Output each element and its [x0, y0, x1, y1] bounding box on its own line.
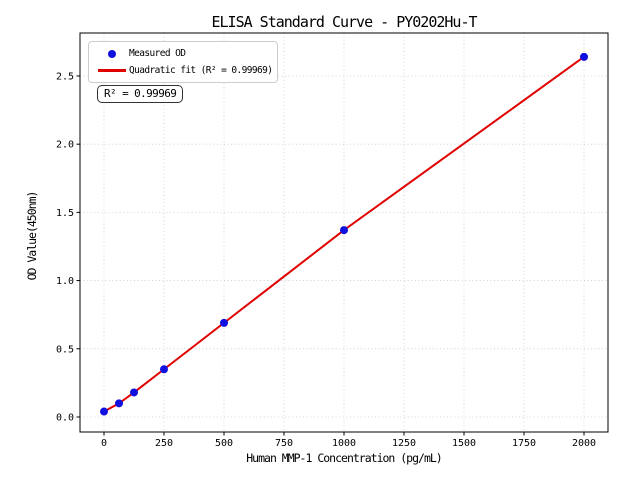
svg-text:0.5: 0.5	[56, 344, 74, 355]
fit-line-path	[103, 56, 585, 413]
svg-text:0: 0	[101, 438, 107, 449]
fit-line-icon	[98, 69, 126, 72]
data-point	[340, 226, 348, 235]
legend-label-measured-od: Measured OD	[129, 48, 186, 59]
legend-item-measured-od: Measured OD	[95, 45, 269, 62]
data-point	[115, 399, 123, 408]
tick-marks	[76, 75, 585, 436]
legend-label-quadratic-fit: Quadratic fit (R² = 0.99969)	[129, 65, 273, 76]
data-point	[160, 365, 168, 374]
y-axis-label: OD Value(450nm)	[25, 191, 39, 281]
legend-item-quadratic-fit: Quadratic fit (R² = 0.99969)	[95, 62, 273, 79]
legend-marker-cell	[95, 49, 129, 58]
svg-text:2.5: 2.5	[56, 71, 74, 82]
legend: Measured OD Quadratic fit (R² = 0.99969)	[88, 41, 278, 83]
chart-title: ELISA Standard Curve - PY0202Hu-T	[211, 13, 477, 31]
quadratic-fit-line	[103, 56, 585, 413]
data-point	[580, 52, 588, 61]
svg-text:2000: 2000	[572, 438, 596, 449]
data-point	[220, 318, 228, 327]
legend-marker-cell	[95, 69, 129, 72]
svg-text:1000: 1000	[332, 438, 356, 449]
measured-od-points	[100, 52, 588, 416]
svg-text:1250: 1250	[392, 438, 416, 449]
svg-text:0.0: 0.0	[56, 412, 74, 423]
svg-text:250: 250	[155, 438, 173, 449]
data-point	[130, 388, 138, 397]
svg-text:500: 500	[215, 438, 233, 449]
r-squared-annotation: R² = 0.99969	[97, 85, 184, 103]
scatter-marker-icon	[108, 49, 116, 58]
svg-text:750: 750	[275, 438, 293, 449]
svg-text:1500: 1500	[452, 438, 476, 449]
gridlines	[80, 33, 608, 432]
svg-text:1.5: 1.5	[56, 208, 74, 219]
svg-text:1750: 1750	[512, 438, 536, 449]
data-point	[100, 407, 108, 416]
tick-labels: 0 250 500 750 1000 1250 1500 1750 2000 0.0 0.5 1.0 1…	[56, 71, 596, 449]
svg-text:2.0: 2.0	[56, 140, 74, 151]
svg-text:1.0: 1.0	[56, 276, 74, 287]
x-axis-label: Human MMP-1 Concentration (pg/mL)	[246, 451, 442, 465]
